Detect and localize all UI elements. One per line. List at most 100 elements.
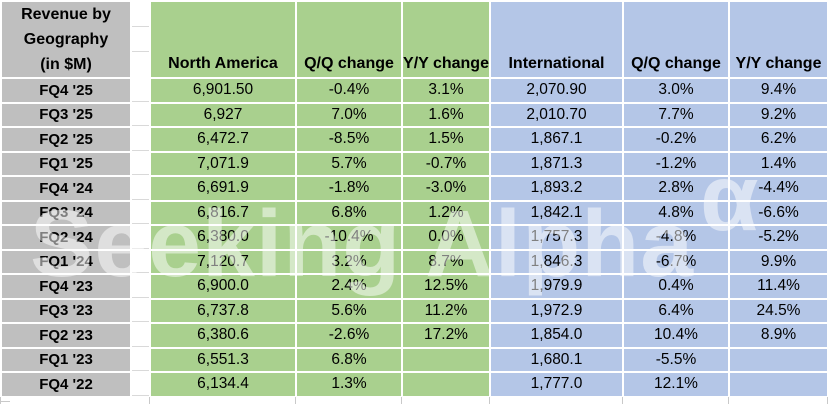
spacer-cell — [132, 348, 149, 371]
na-yy-change-cell: 3.1% — [403, 79, 489, 102]
row-label: FQ1 '25 — [2, 152, 130, 175]
row-label: FQ4 '25 — [2, 79, 130, 102]
gridline-stub — [401, 397, 402, 404]
intl-qq-change-cell: 7.7% — [624, 103, 728, 126]
na-yy-change-cell — [403, 348, 489, 371]
gridline-stub — [622, 397, 623, 404]
intl-qq-change-cell: 12.1% — [624, 373, 728, 396]
spacer-cell — [132, 250, 149, 273]
table-row: FQ2 '24 6,380.0 -10.4% 0.0% 1,757.3 -4.8% -5.2… — [2, 226, 827, 249]
col-header-na-qq-change: Q/Q change — [297, 2, 401, 77]
col-header-na-yy-change: Y/Y change — [403, 2, 489, 77]
na-qq-change-cell: 6.8% — [297, 348, 401, 371]
intl-qq-change-cell: -5.5% — [624, 348, 728, 371]
na-qq-change-cell: -10.4% — [297, 226, 401, 249]
table-row: FQ1 '25 7,071.9 5.7% -0.7% 1,871.3 -1.2% 1.4% — [2, 152, 827, 175]
na-qq-change-cell: 2.4% — [297, 275, 401, 298]
na-revenue-cell: 6,380.0 — [151, 226, 295, 249]
gridline-stubs — [0, 397, 829, 405]
spacer-cell — [132, 275, 149, 298]
row-label: FQ3 '24 — [2, 201, 130, 224]
intl-yy-change-cell: -5.2% — [730, 226, 827, 249]
na-revenue-cell: 6,551.3 — [151, 348, 295, 371]
na-yy-change-cell: 1.2% — [403, 201, 489, 224]
na-revenue-cell: 7,071.9 — [151, 152, 295, 175]
na-qq-change-cell: -8.5% — [297, 128, 401, 151]
na-qq-change-cell: -1.8% — [297, 177, 401, 200]
table-title-line2: Geography — [23, 31, 109, 48]
intl-revenue-cell: 1,854.0 — [491, 324, 622, 347]
col-header-intl-qq-change: Q/Q change — [624, 2, 728, 77]
intl-yy-change-cell: 24.5% — [730, 299, 827, 322]
intl-yy-change-cell: 1.4% — [730, 152, 827, 175]
intl-revenue-cell: 2,070.90 — [491, 79, 622, 102]
table-row: FQ2 '25 6,472.7 -8.5% 1.5% 1,867.1 -0.2% 6.2% — [2, 128, 827, 151]
intl-revenue-cell: 1,972.9 — [491, 299, 622, 322]
intl-yy-change-cell: 8.9% — [730, 324, 827, 347]
na-yy-change-cell: -0.7% — [403, 152, 489, 175]
na-yy-change-cell: 1.5% — [403, 128, 489, 151]
row-label: FQ3 '25 — [2, 103, 130, 126]
na-yy-change-cell: 0.0% — [403, 226, 489, 249]
table-row: FQ4 '25 6,901.50 -0.4% 3.1% 2,070.90 3.0% 9.4% — [2, 79, 827, 102]
spacer-header-cell — [132, 2, 149, 77]
row-label: FQ4 '24 — [2, 177, 130, 200]
intl-qq-change-cell: -0.2% — [624, 128, 728, 151]
na-qq-change-cell: 5.6% — [297, 299, 401, 322]
na-qq-change-cell: 7.0% — [297, 103, 401, 126]
na-qq-change-cell: -0.4% — [297, 79, 401, 102]
spacer-cell — [132, 152, 149, 175]
na-qq-change-cell: 1.3% — [297, 373, 401, 396]
table-row: FQ4 '22 6,134.4 1.3% 1,777.0 12.1% — [2, 373, 827, 396]
intl-qq-change-cell: 6.4% — [624, 299, 728, 322]
intl-yy-change-cell: 11.4% — [730, 275, 827, 298]
gridline-stub — [489, 397, 490, 404]
gridline-stub — [149, 397, 150, 404]
gridline-stub — [827, 397, 828, 404]
na-yy-change-cell: 8.7% — [403, 250, 489, 273]
spacer-cell — [132, 79, 149, 102]
col-header-north-america: North America — [151, 2, 295, 77]
na-revenue-cell: 6,900.0 — [151, 275, 295, 298]
intl-yy-change-cell — [730, 348, 827, 371]
na-yy-change-cell: -3.0% — [403, 177, 489, 200]
spacer-cell — [132, 226, 149, 249]
spacer-cell — [132, 128, 149, 151]
col-header-international: International — [491, 2, 622, 77]
intl-qq-change-cell: 3.0% — [624, 79, 728, 102]
intl-revenue-cell: 1,777.0 — [491, 373, 622, 396]
intl-qq-change-cell: 2.8% — [624, 177, 728, 200]
spacer-cell — [132, 299, 149, 322]
table-row: FQ3 '23 6,737.8 5.6% 11.2% 1,972.9 6.4% 24.5% — [2, 299, 827, 322]
table-row: FQ1 '23 6,551.3 6.8% 1,680.1 -5.5% — [2, 348, 827, 371]
row-label: FQ2 '24 — [2, 226, 130, 249]
na-yy-change-cell — [403, 373, 489, 396]
row-label: FQ1 '23 — [2, 348, 130, 371]
na-revenue-cell: 6,134.4 — [151, 373, 295, 396]
intl-revenue-cell: 1,842.1 — [491, 201, 622, 224]
spacer-cell — [132, 201, 149, 224]
col-header-intl-yy-change: Y/Y change — [730, 2, 827, 77]
intl-revenue-cell: 1,893.2 — [491, 177, 622, 200]
intl-revenue-cell: 1,680.1 — [491, 348, 622, 371]
table-row: FQ3 '25 6,927 7.0% 1.6% 2,010.70 7.7% 9.2% — [2, 103, 827, 126]
table-row: FQ4 '23 6,900.0 2.4% 12.5% 1,979.9 0.4% 11.4% — [2, 275, 827, 298]
intl-qq-change-cell: -4.8% — [624, 226, 728, 249]
table-row: FQ3 '24 6,816.7 6.8% 1.2% 1,842.1 4.8% -6.6% — [2, 201, 827, 224]
intl-revenue-cell: 1,757.3 — [491, 226, 622, 249]
intl-revenue-cell: 1,846.3 — [491, 250, 622, 273]
row-label: FQ1 '24 — [2, 250, 130, 273]
intl-yy-change-cell: 9.4% — [730, 79, 827, 102]
gridline-stub — [295, 397, 296, 404]
gridline-stub — [0, 397, 1, 404]
intl-revenue-cell: 1,867.1 — [491, 128, 622, 151]
intl-yy-change-cell: -4.4% — [730, 177, 827, 200]
intl-yy-change-cell — [730, 373, 827, 396]
table-title: Revenue by Geography (in $M) — [2, 2, 130, 77]
na-revenue-cell: 6,901.50 — [151, 79, 295, 102]
row-label: FQ2 '25 — [2, 128, 130, 151]
na-yy-change-cell: 17.2% — [403, 324, 489, 347]
intl-qq-change-cell: 10.4% — [624, 324, 728, 347]
na-revenue-cell: 6,472.7 — [151, 128, 295, 151]
